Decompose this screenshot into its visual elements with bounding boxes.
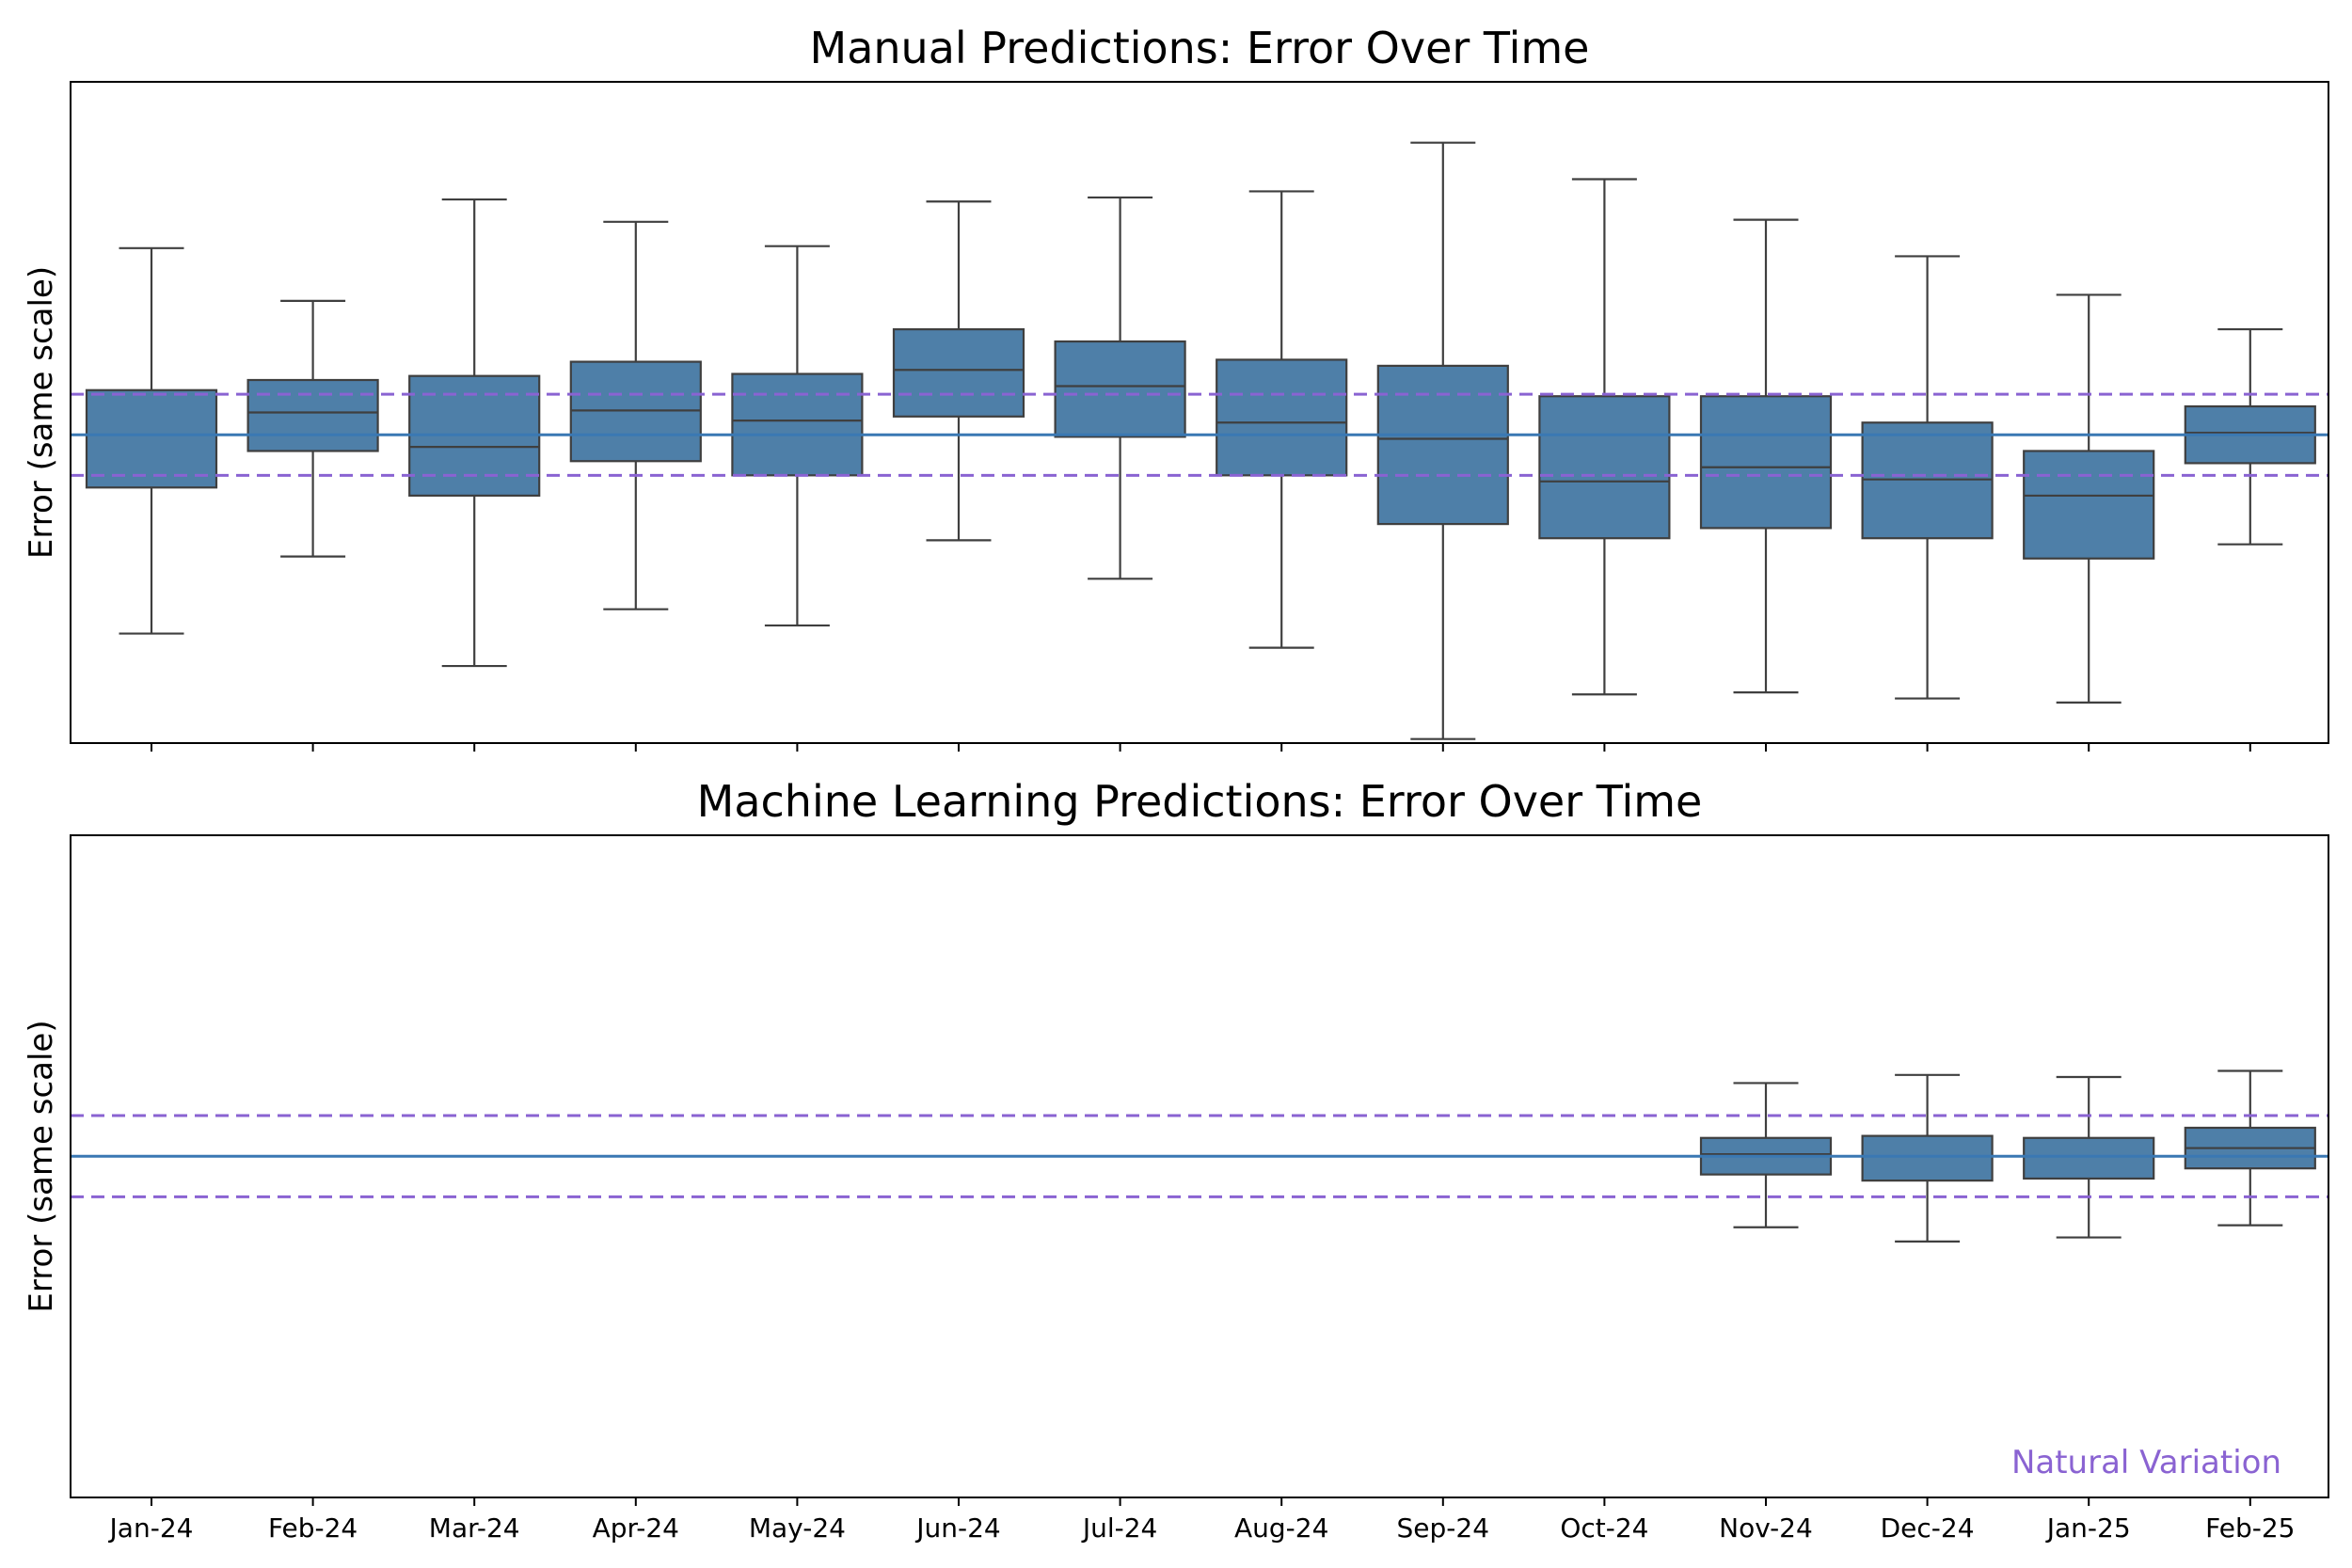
iqr-box (1861, 1134, 1994, 1182)
box-Feb-25 (2184, 1069, 2316, 1227)
iqr-box (1376, 364, 1509, 526)
panel-title: Manual Predictions: Error Over Time (810, 23, 1590, 73)
x-tick-label: Jul-24 (1081, 1513, 1158, 1544)
x-tick-label: May-24 (749, 1513, 846, 1544)
box-Jul-24 (1054, 196, 1186, 580)
x-tick-label: Jan-25 (2045, 1513, 2131, 1544)
iqr-box (1538, 395, 1671, 540)
box-Feb-25 (2184, 327, 2316, 546)
natural-variation-label: Natural Variation (2011, 1444, 2281, 1481)
x-tick-label: Mar-24 (429, 1513, 520, 1544)
x-tick-label: Feb-24 (268, 1513, 358, 1544)
iqr-box (731, 372, 864, 477)
box-Oct-24 (1538, 178, 1671, 696)
box-Sep-24 (1376, 141, 1509, 740)
iqr-box (892, 327, 1025, 418)
box-Nov-24 (1699, 218, 1833, 694)
box-Dec-24 (1861, 255, 1994, 700)
box-Jan-25 (2023, 293, 2155, 704)
box-Mar-24 (408, 198, 541, 668)
iqr-box (2023, 450, 2155, 560)
x-tick-label: Apr-24 (593, 1513, 679, 1544)
x-tick-label: Sep-24 (1397, 1513, 1490, 1544)
box-Jun-24 (892, 200, 1025, 542)
iqr-box (1054, 340, 1186, 438)
axes-frame (70, 81, 2329, 744)
y-axis-label: Error (same scale) (23, 266, 60, 559)
box-Dec-24 (1861, 1073, 1994, 1243)
x-tick-label: Oct-24 (1560, 1513, 1648, 1544)
panel-title: Machine Learning Predictions: Error Over… (697, 776, 1703, 827)
box-Aug-24 (1216, 190, 1348, 649)
x-tick-label: Aug-24 (1234, 1513, 1328, 1544)
box-Feb-24 (246, 299, 379, 558)
x-tick-label: Jan-24 (108, 1513, 194, 1544)
iqr-box (1699, 395, 1833, 530)
iqr-box (85, 388, 218, 489)
axes-frame (70, 834, 2329, 1498)
manual-panel: Manual Predictions: Error Over Time Error… (23, 23, 2329, 752)
ml-panel: Machine Learning Predictions: Error Over… (23, 776, 2329, 1544)
y-axis-label: Error (same scale) (23, 1020, 60, 1312)
x-tick-label: Dec-24 (1881, 1513, 1975, 1544)
box-Apr-24 (569, 220, 702, 610)
box-Jan-24 (85, 246, 218, 635)
iqr-box (2023, 1136, 2155, 1180)
box-May-24 (731, 245, 864, 627)
iqr-box (1216, 358, 1348, 477)
iqr-box (246, 378, 379, 452)
x-tick-label: Jun-24 (914, 1513, 1000, 1544)
x-tick-label: Nov-24 (1719, 1513, 1813, 1544)
x-tick-label: Feb-25 (2205, 1513, 2295, 1544)
